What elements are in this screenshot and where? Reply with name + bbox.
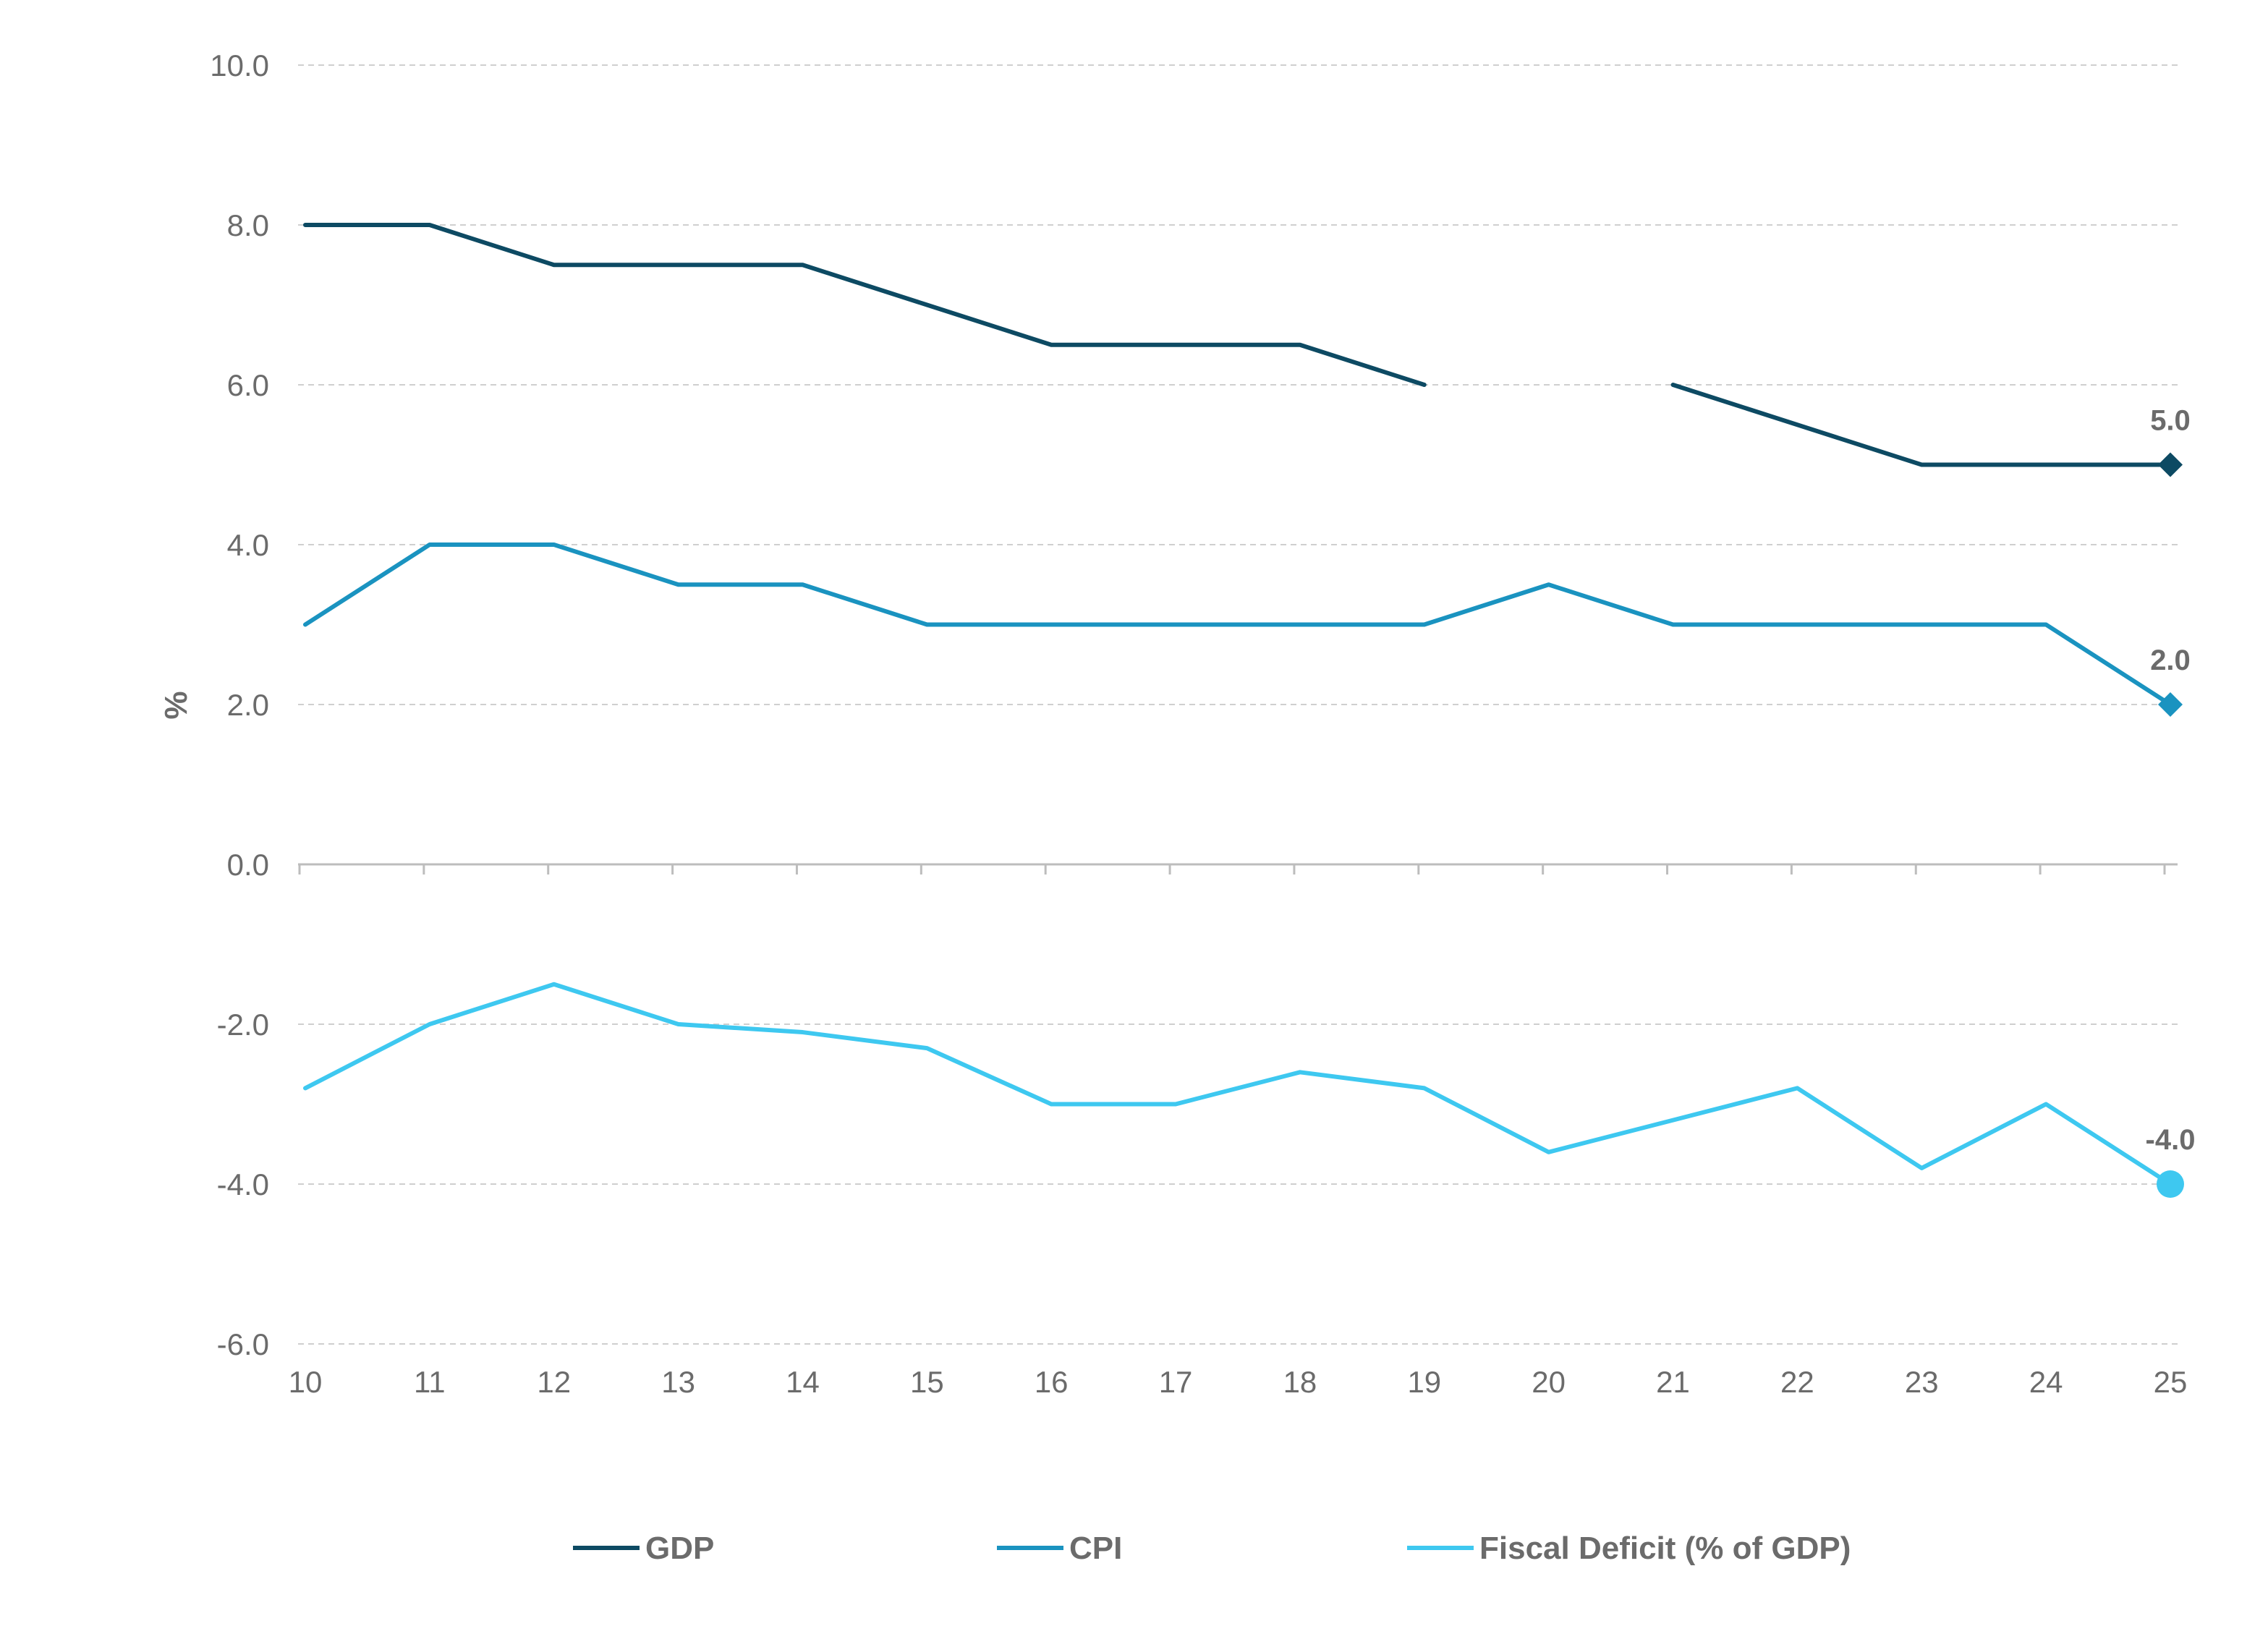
x-tick-label: 12: [537, 1365, 571, 1399]
end-value-label: -4.0: [2146, 1124, 2196, 1156]
legend: GDP CPI Fiscal Deficit (% of GDP): [573, 1531, 1851, 1566]
x-tick-label: 21: [1656, 1365, 1690, 1399]
legend-label: GDP: [645, 1531, 714, 1566]
series-line: [1670, 383, 2173, 467]
end-marker-diamond: [2158, 452, 2183, 477]
y-tick-label: 0.0: [227, 848, 269, 882]
y-tick-label: -6.0: [217, 1327, 269, 1361]
end-marker-circle: [2157, 1170, 2184, 1198]
series-line: [303, 223, 1427, 387]
y-tick-label: 2.0: [227, 688, 269, 722]
x-tick-label: 16: [1035, 1365, 1069, 1399]
legend-item: CPI: [997, 1531, 1122, 1566]
y-tick-label: 10.0: [210, 48, 269, 82]
x-tick-label: 18: [1283, 1365, 1317, 1399]
legend-item: Fiscal Deficit (% of GDP): [1407, 1531, 1851, 1566]
legend-label: Fiscal Deficit (% of GDP): [1479, 1531, 1851, 1566]
x-tick-label: 24: [2029, 1365, 2063, 1399]
x-tick-label: 25: [2154, 1365, 2188, 1399]
legend-item: GDP: [573, 1531, 714, 1566]
series-line: [303, 542, 2173, 707]
x-tick-label: 11: [414, 1365, 446, 1399]
x-tick-label: 22: [1780, 1365, 1814, 1399]
y-tick-label: 6.0: [227, 368, 269, 402]
series-line: [303, 982, 2173, 1186]
legend-label: CPI: [1069, 1531, 1122, 1566]
x-tick-label: 14: [786, 1365, 820, 1399]
series-2: [303, 542, 2173, 707]
x-tick-label: 15: [910, 1365, 944, 1399]
end-markers: 5.0 2.0 -4.0: [2146, 405, 2196, 1198]
x-axis-ticks: 10 11 12 13 14 15 16 17 18 19 20 21 22 23 24 25: [289, 1365, 2188, 1399]
y-tick-label: 4.0: [227, 528, 269, 562]
x-tick-label: 10: [289, 1365, 323, 1399]
series-3: [303, 982, 2173, 1186]
end-value-label: 5.0: [2150, 405, 2191, 437]
x-tick-label: 19: [1407, 1365, 1441, 1399]
y-axis-ticks: 10.0 8.0 6.0 4.0 2.0 0.0 -2.0 -4.0 -6.0: [210, 48, 269, 1361]
x-tick-label: 23: [1905, 1365, 1939, 1399]
x-axis: [298, 863, 2178, 874]
y-axis-label: %: [158, 691, 194, 719]
y-tick-label: 8.0: [227, 208, 269, 242]
x-tick-label: 17: [1159, 1365, 1193, 1399]
y-tick-label: -2.0: [217, 1008, 269, 1042]
y-tick-label: -4.0: [217, 1167, 269, 1201]
x-tick-label: 13: [661, 1365, 695, 1399]
series-1: [303, 223, 2173, 467]
series-lines: [303, 223, 2173, 1186]
x-tick-label: 20: [1532, 1365, 1566, 1399]
end-value-label: 2.0: [2150, 644, 2191, 676]
end-marker-diamond: [2158, 692, 2183, 717]
